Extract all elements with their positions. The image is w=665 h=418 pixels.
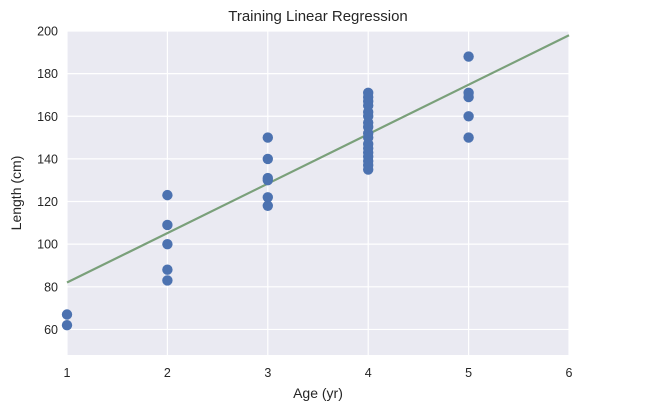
x-tick-label: 1 (64, 366, 71, 380)
y-tick-label: 140 (37, 152, 58, 166)
y-axis-label: Length (cm) (8, 156, 24, 231)
regression-line (66, 34, 570, 284)
data-point (262, 200, 273, 211)
data-point (162, 219, 173, 231)
y-tick-label: 160 (37, 110, 58, 124)
data-point (463, 132, 474, 143)
x-tick-labels: 1 2 3 4 5 6 (64, 366, 573, 380)
x-axis-label: Age (yr) (293, 385, 343, 401)
data-points (61, 51, 474, 331)
y-tick-label: 60 (44, 323, 58, 337)
grid-lines (66, 30, 570, 355)
x-tick-label: 6 (566, 366, 573, 380)
data-point (363, 164, 374, 175)
y-tick-label: 120 (37, 195, 58, 209)
chart-title: Training Linear Regression (228, 8, 408, 25)
data-point (463, 91, 474, 103)
data-point (262, 132, 273, 143)
data-point (162, 238, 173, 250)
data-point (162, 189, 173, 201)
data-point (61, 309, 73, 320)
regression-line-segment (66, 34, 570, 284)
x-tick-label: 3 (264, 366, 271, 380)
data-point (162, 264, 173, 275)
x-tick-label: 2 (164, 366, 171, 380)
y-tick-label: 200 (37, 25, 58, 39)
y-tick-label: 180 (37, 67, 58, 81)
y-tick-labels: 60 80 100 120 140 160 180 200 (37, 25, 58, 337)
y-tick-label: 80 (44, 280, 58, 294)
data-point (463, 51, 474, 62)
data-point (463, 111, 474, 122)
data-point (262, 153, 273, 165)
x-tick-label: 4 (365, 366, 372, 380)
y-tick-label: 100 (37, 238, 58, 252)
data-point (262, 175, 273, 186)
data-point (61, 319, 73, 331)
data-point (162, 275, 173, 286)
x-tick-label: 5 (465, 366, 472, 380)
data-point (262, 192, 273, 203)
plot-background (67, 31, 569, 355)
